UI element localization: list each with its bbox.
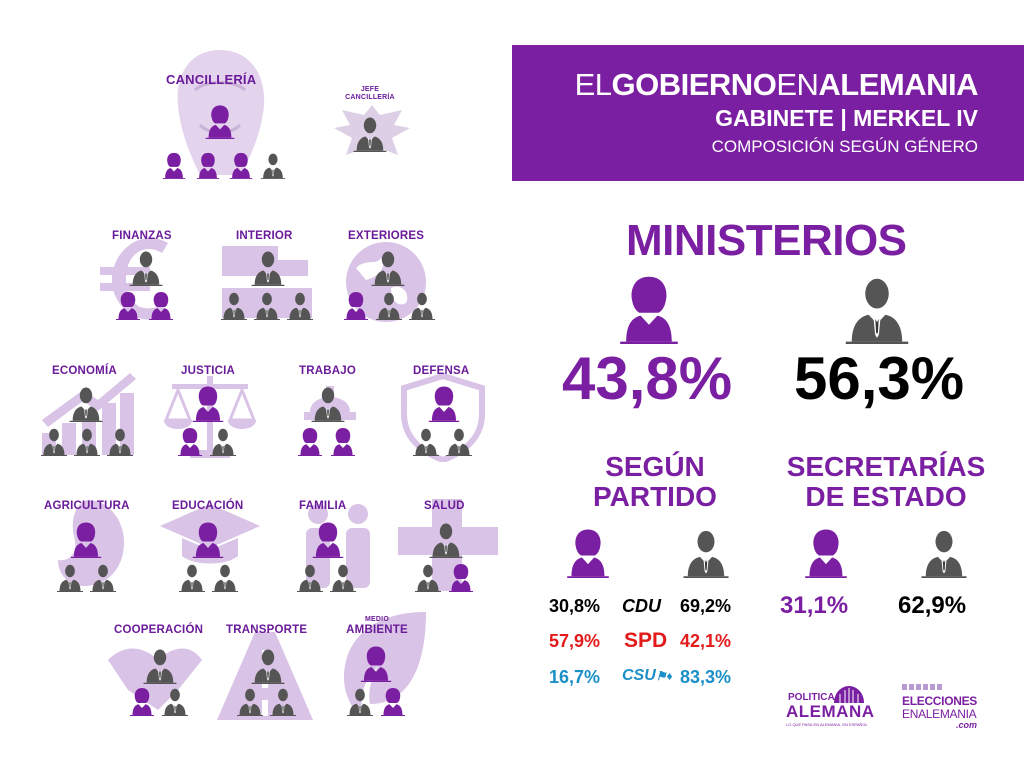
person-male-icon	[159, 686, 191, 716]
ministerios-male-pct: 56,3%	[794, 345, 965, 412]
person-female-icon	[192, 151, 224, 179]
person-male-icon	[209, 562, 241, 592]
label-cancilleria: CANCILLERÍA	[166, 72, 257, 87]
person-female-icon	[340, 290, 372, 320]
person-male-icon	[308, 384, 348, 422]
label-transporte: TRANSPORTE	[226, 624, 308, 636]
person-male-icon	[251, 290, 283, 320]
person-male-icon	[248, 248, 288, 286]
person-male-icon	[66, 384, 106, 422]
label-justicia: JUSTICIA	[181, 365, 235, 377]
label-jefe-cancilleria: JEFE CANCILLERÍA	[345, 86, 395, 101]
person-male-icon	[406, 290, 438, 320]
person-female-icon	[188, 384, 228, 422]
person-female-icon	[112, 290, 144, 320]
person-female-icon	[377, 686, 409, 716]
partido-csu-male: 83,3%	[680, 667, 732, 687]
person-male-icon	[87, 562, 119, 592]
label-finanzas: FINANZAS	[112, 230, 172, 242]
label-trabajo: TRABAJO	[299, 365, 356, 377]
person-male-icon	[218, 290, 250, 320]
partido-row-cdu: 30,8%	[549, 596, 601, 616]
person-female-icon	[188, 520, 228, 558]
partido-spd-female: 57,9%	[549, 631, 601, 651]
party-cdu-logo: CDU	[622, 596, 661, 616]
person-female-icon	[560, 526, 616, 578]
person-male-icon	[126, 248, 166, 286]
person-female-icon	[145, 290, 177, 320]
person-male-icon	[104, 426, 136, 456]
person-male-icon	[140, 646, 180, 684]
person-male-icon	[38, 426, 70, 456]
person-male-icon	[267, 686, 299, 716]
person-male-icon	[412, 562, 444, 592]
label-agricultura: AGRICULTURA	[44, 500, 130, 512]
header-banner: ELGOBIERNOENALEMANIA GABINETE | MERKEL I…	[512, 45, 1024, 181]
secretarias-title: SECRETARÍAS DE ESTADO	[786, 451, 986, 512]
person-female-icon	[200, 103, 240, 139]
page-subtitle-2: COMPOSICIÓN SEGÚN GÉNERO	[711, 137, 978, 156]
page-subtitle: GABINETE | MERKEL IV	[715, 105, 978, 131]
label-defensa: DEFENSA	[413, 365, 470, 377]
label-medio-ambiente: MEDIO AMBIENTE	[346, 616, 408, 636]
ministerios-title: MINISTERIOS	[626, 216, 907, 265]
partido-spd-male: 42,1%	[680, 631, 732, 651]
shield-icon	[401, 372, 485, 462]
party-csu-logo: CSU⚑♦	[622, 667, 673, 684]
person-female-icon	[327, 426, 359, 456]
person-male-icon	[443, 426, 475, 456]
person-male-icon	[207, 426, 239, 456]
person-female-icon	[356, 644, 396, 682]
label-cooperacion: COOPERACIÓN	[114, 624, 204, 636]
person-female-icon	[610, 272, 688, 344]
person-female-icon	[126, 686, 158, 716]
partido-title: SEGÚN PARTIDO	[593, 451, 717, 512]
person-male-icon	[284, 290, 316, 320]
person-female-icon	[445, 562, 477, 592]
person-male-icon	[426, 520, 466, 558]
person-male-icon	[373, 290, 405, 320]
secretarias-male-pct: 62,9%	[898, 592, 967, 619]
person-male-icon	[838, 272, 916, 344]
label-familia: FAMILIA	[299, 500, 347, 512]
person-male-icon	[327, 562, 359, 592]
agricultura-icon	[58, 500, 124, 586]
person-male-icon	[234, 686, 266, 716]
label-economia: ECONOMÍA	[52, 365, 117, 377]
secretarias-female-pct: 31,1%	[780, 592, 849, 619]
ministerios-female-pct: 43,8%	[562, 345, 733, 412]
label-exteriores: EXTERIORES	[348, 230, 425, 242]
person-female-icon	[225, 151, 257, 179]
person-male-icon	[678, 526, 734, 578]
person-male-icon	[344, 686, 376, 716]
partido-csu-female: 16,7%	[549, 667, 601, 687]
person-male-icon	[410, 426, 442, 456]
person-female-icon	[424, 384, 464, 422]
person-male-icon	[294, 562, 326, 592]
person-female-icon	[798, 526, 854, 578]
partido-cdu-male: 69,2%	[680, 596, 732, 616]
person-male-icon	[916, 526, 972, 578]
label-educacion: EDUCACIÓN	[172, 500, 244, 512]
person-male-icon	[368, 248, 408, 286]
person-female-icon	[66, 520, 106, 558]
person-female-icon	[174, 426, 206, 456]
person-male-icon	[54, 562, 86, 592]
label-salud: SALUD	[424, 500, 465, 512]
leaf-icon	[344, 612, 426, 712]
party-spd-logo: SPD	[624, 629, 668, 652]
person-male-icon	[176, 562, 208, 592]
person-male-icon	[248, 646, 288, 684]
person-male-icon	[71, 426, 103, 456]
label-interior: INTERIOR	[236, 230, 293, 242]
person-male-icon	[348, 114, 392, 152]
person-female-icon	[308, 520, 348, 558]
dome-icon	[834, 686, 864, 703]
page-title: ELGOBIERNOENALEMANIA	[574, 67, 979, 102]
person-male-icon	[257, 151, 289, 179]
person-female-icon	[158, 151, 190, 179]
person-female-icon	[294, 426, 326, 456]
